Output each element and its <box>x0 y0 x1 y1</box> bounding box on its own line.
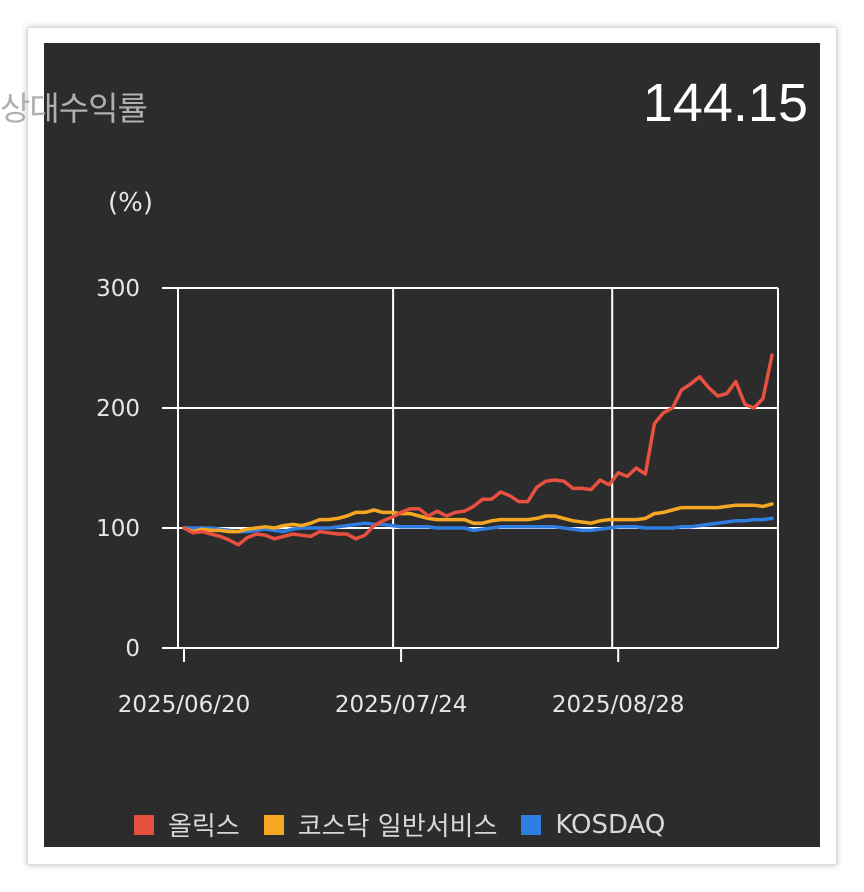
series-line-2 <box>182 516 774 534</box>
series-line-0 <box>182 353 774 547</box>
x-tick-label: 2025/06/20 <box>118 692 251 718</box>
legend-label: 올릭스 <box>168 812 240 842</box>
series-line-1 <box>182 502 774 534</box>
chart-legend: 올릭스 코스닥 일반서비스 KOSDAQ <box>134 806 689 843</box>
chart-panel <box>44 43 820 847</box>
legend-swatch <box>134 814 154 835</box>
legend-item: KOSDAQ <box>521 810 665 840</box>
legend-item: 올릭스 <box>134 806 240 843</box>
x-tick-label: 2025/08/28 <box>552 692 685 718</box>
headline-value: 144.15 <box>642 73 808 133</box>
legend-swatch <box>263 814 284 835</box>
y-tick-label: 100 <box>96 516 140 542</box>
legend-swatch <box>521 814 542 835</box>
legend-label: 코스닥 일반서비스 <box>297 812 498 842</box>
legend-item: 코스닥 일반서비스 <box>263 806 498 843</box>
x-tick-label: 2025/07/24 <box>335 692 468 718</box>
y-tick-label: 200 <box>96 396 140 422</box>
y-tick-label: 300 <box>96 276 140 302</box>
y-tick-label: 0 <box>125 636 140 662</box>
chart-title: 상대수익률 <box>0 89 148 128</box>
y-unit-label: (%) <box>108 188 153 218</box>
legend-label: KOSDAQ <box>555 809 666 840</box>
